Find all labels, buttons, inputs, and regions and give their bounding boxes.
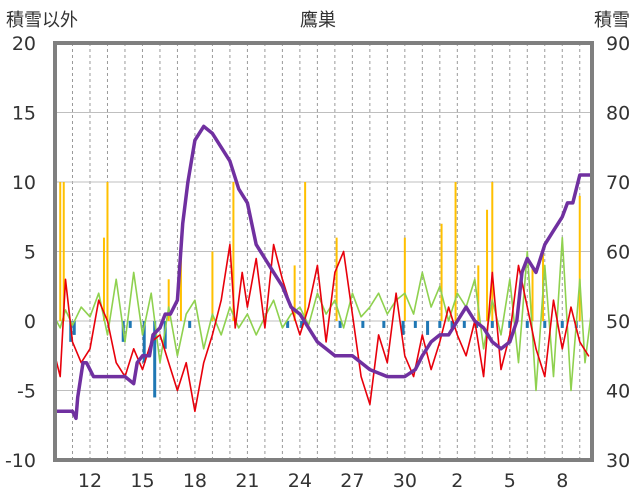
sunshine-bar: [560, 321, 564, 328]
x-tick-label: 24: [288, 470, 312, 492]
x-tick-label: 15: [130, 470, 154, 492]
right-tick-label: 30: [606, 450, 630, 472]
sunshine-bar: [188, 321, 192, 328]
sunshine-bar: [72, 321, 76, 335]
sunshine-bar: [426, 321, 430, 335]
left-tick-label: -5: [17, 381, 36, 403]
x-tick-label: 18: [183, 470, 207, 492]
sunshine-bar: [543, 321, 547, 328]
x-tick-label: 2: [451, 470, 463, 492]
right-tick-label: 70: [606, 172, 630, 194]
sunshine-bar: [128, 321, 132, 328]
right-tick-label: 90: [606, 33, 630, 55]
sunshine-bar: [338, 321, 342, 328]
plot-frame: [53, 41, 594, 462]
left-tick-label: 5: [24, 242, 36, 264]
right-axis-label: 積雪: [594, 10, 630, 31]
left-tick-label: 20: [12, 33, 36, 55]
sunshine-bar: [525, 321, 529, 328]
sunshine-bar: [401, 321, 405, 335]
sunshine-bar: [413, 321, 417, 328]
sunshine-bar: [300, 321, 304, 328]
plot-border: [53, 41, 594, 462]
left-axis-label: 積雪以外: [6, 10, 78, 31]
sunshine-bar: [490, 321, 494, 328]
sunshine-bar: [142, 321, 146, 363]
left-tick-label: 15: [12, 103, 36, 125]
sunshine-bar: [508, 321, 512, 328]
sunshine-bar: [163, 321, 167, 349]
sunshine-bar: [450, 321, 454, 328]
sunshine-bar: [361, 321, 365, 328]
sunshine-bar: [153, 321, 157, 398]
x-tick-label: 5: [504, 470, 516, 492]
left-tick-label: 10: [12, 172, 36, 194]
sunshine-bar: [382, 321, 386, 328]
right-tick-label: 50: [606, 311, 630, 333]
series-layer: [53, 124, 594, 421]
chart-title: 鷹巣: [300, 9, 336, 31]
x-tick-label: 8: [556, 470, 568, 492]
x-tick-label: 12: [78, 470, 102, 492]
x-tick-label: 21: [235, 470, 259, 492]
sunshine-bar: [438, 321, 442, 328]
sunshine-bar: [462, 321, 466, 328]
snow_depth-line: [53, 124, 594, 421]
x-tick-label: 27: [340, 470, 364, 492]
right-tick-label: 80: [606, 103, 630, 125]
right-tick-label: 40: [606, 381, 630, 403]
x-tick-label: 30: [393, 470, 417, 492]
sunshine-bar: [286, 321, 290, 328]
left-tick-label: -10: [5, 450, 36, 472]
left-tick-label: 0: [24, 311, 36, 333]
right-tick-label: 60: [606, 242, 630, 264]
